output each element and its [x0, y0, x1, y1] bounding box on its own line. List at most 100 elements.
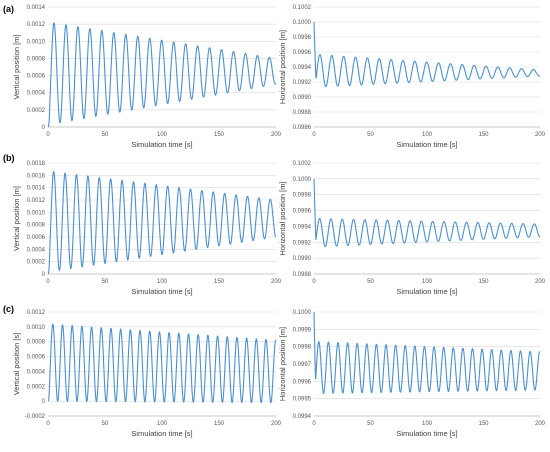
series-line [313, 178, 541, 248]
y-tick-label: 0.0012 [27, 198, 46, 204]
series-line [47, 170, 277, 275]
y-tick-label: 0.0995 [293, 397, 312, 403]
y-tick-label: 0.0016 [27, 173, 46, 179]
y-tick-label: 0.0010 [27, 210, 46, 216]
y-tick-label: 0 [42, 272, 46, 278]
y-tick-label: 0.0018 [27, 161, 46, 167]
y-tick-label: 0.1000 [293, 177, 312, 183]
y-tick-label: 0.1000 [293, 310, 312, 316]
y-tick-label: 0.0002 [27, 108, 46, 114]
y-axis-label: Horizontal position [m] [278, 327, 287, 401]
x-tick-label: 150 [214, 421, 225, 427]
y-tick-label: 0.0004 [27, 247, 46, 253]
y-tick-label: 0.0998 [293, 35, 312, 41]
y-tick-label: 0.0006 [27, 355, 46, 361]
y-tick-label: 0.0990 [293, 256, 312, 262]
series-line [313, 21, 541, 88]
y-tick-label: 0.1002 [293, 5, 312, 11]
series-line [47, 323, 277, 404]
x-tick-label: 100 [157, 279, 168, 285]
x-tick-label: 100 [157, 132, 168, 138]
y-tick-label: 0.0992 [293, 80, 312, 86]
x-axis-label: Simulation time [s] [396, 140, 457, 149]
y-axis-label: Horizontal position [m] [278, 181, 287, 255]
y-tick-label: 0.0012 [27, 22, 46, 28]
y-tick-label: 0.0990 [293, 95, 312, 101]
x-tick-label: 50 [367, 421, 374, 427]
y-tick-label: 0.0010 [27, 39, 46, 45]
series-line [47, 22, 277, 128]
y-tick-label: 0.0988 [293, 272, 312, 278]
x-tick-label: 0 [46, 421, 50, 427]
y-tick-label: 0.0999 [293, 327, 312, 333]
x-tick-label: 150 [478, 132, 489, 138]
x-tick-label: 150 [478, 421, 489, 427]
y-tick-label: 0.0008 [27, 56, 46, 62]
x-tick-label: 100 [422, 421, 433, 427]
y-tick-label: 0.0996 [293, 209, 312, 215]
x-tick-label: 150 [214, 279, 225, 285]
subplot-4: 0.0988 0.0990 0.0992 0.0994 0.0996 0.0998 0.10… [278, 161, 546, 296]
y-tick-label: 0.0998 [293, 193, 312, 199]
y-tick-label: 0.0994 [293, 224, 312, 230]
x-tick-label: 200 [535, 421, 546, 427]
x-tick-label: 50 [102, 421, 109, 427]
x-tick-label: 200 [535, 279, 546, 285]
y-tick-label: 0.0012 [27, 310, 46, 316]
y-axis-label: Vertical position [m] [12, 186, 21, 251]
x-tick-label: 0 [46, 132, 50, 138]
panel-label: (a) [3, 4, 14, 14]
subplot-2: 0.0986 0.0988 0.0990 0.0992 0.0994 0.0996 0.09… [278, 5, 546, 149]
y-tick-label: 0.0986 [293, 125, 312, 131]
x-axis-label: Simulation time [s] [396, 287, 457, 296]
y-tick-label: 0 [42, 125, 46, 131]
y-tick-label: 0.1000 [293, 20, 312, 26]
x-tick-label: 0 [312, 279, 316, 285]
x-tick-label: 50 [102, 132, 109, 138]
subplot-6: 0.0994 0.0995 0.0996 0.0997 0.0998 0.0999 0.10… [278, 310, 546, 438]
x-tick-label: 0 [46, 279, 50, 285]
y-tick-label: 0.0988 [293, 110, 312, 116]
y-tick-label: 0.0992 [293, 240, 312, 246]
x-tick-label: 200 [271, 421, 282, 427]
x-tick-label: 50 [367, 279, 374, 285]
x-tick-label: 50 [102, 279, 109, 285]
x-tick-label: 150 [478, 279, 489, 285]
y-tick-label: 0.0008 [27, 223, 46, 229]
x-tick-label: 100 [422, 132, 433, 138]
y-axis-label: Vertical position [m] [12, 34, 21, 99]
x-tick-label: 0 [312, 132, 316, 138]
x-tick-label: 200 [535, 132, 546, 138]
y-tick-label: 0.0008 [27, 340, 46, 346]
y-tick-label: 0.0996 [293, 50, 312, 56]
x-tick-label: 100 [157, 421, 168, 427]
y-axis-label: Horizontal position [m] [278, 30, 287, 104]
subplot-1: 0 0.0002 0.0004 0.0006 0.0008 0.0010 0.0012 0.0… [12, 5, 282, 149]
y-axis-label: Vertical position [s] [12, 333, 21, 396]
series-line [313, 311, 541, 395]
y-tick-label: 0.0006 [27, 74, 46, 80]
x-axis-label: Simulation time [s] [131, 429, 192, 438]
x-tick-label: 0 [312, 421, 316, 427]
panel-label: (c) [3, 304, 14, 314]
panel-label: (b) [3, 153, 15, 163]
x-tick-label: 100 [422, 279, 433, 285]
y-tick-label: 0.0002 [27, 384, 46, 390]
y-tick-label: 0.0994 [293, 414, 312, 420]
x-tick-label: 200 [271, 132, 282, 138]
y-tick-label: 0.0996 [293, 379, 312, 385]
y-tick-label: 0.0002 [27, 260, 46, 266]
y-tick-label: 0.0994 [293, 65, 312, 71]
subplot-5: -0.000200.00020.00040.00060.00080.00100.… [12, 310, 282, 438]
x-tick-label: 150 [214, 132, 225, 138]
y-tick-label: 0.0997 [293, 362, 312, 368]
y-tick-label: 0.0014 [27, 5, 46, 11]
y-tick-label: 0.0014 [27, 186, 46, 192]
x-tick-label: 50 [367, 132, 374, 138]
y-tick-label: 0.0006 [27, 235, 46, 241]
y-tick-label: 0 [42, 399, 46, 405]
y-tick-label: 0.0004 [27, 369, 46, 375]
x-axis-label: Simulation time [s] [131, 140, 192, 149]
y-tick-label: 0.0010 [27, 325, 46, 331]
